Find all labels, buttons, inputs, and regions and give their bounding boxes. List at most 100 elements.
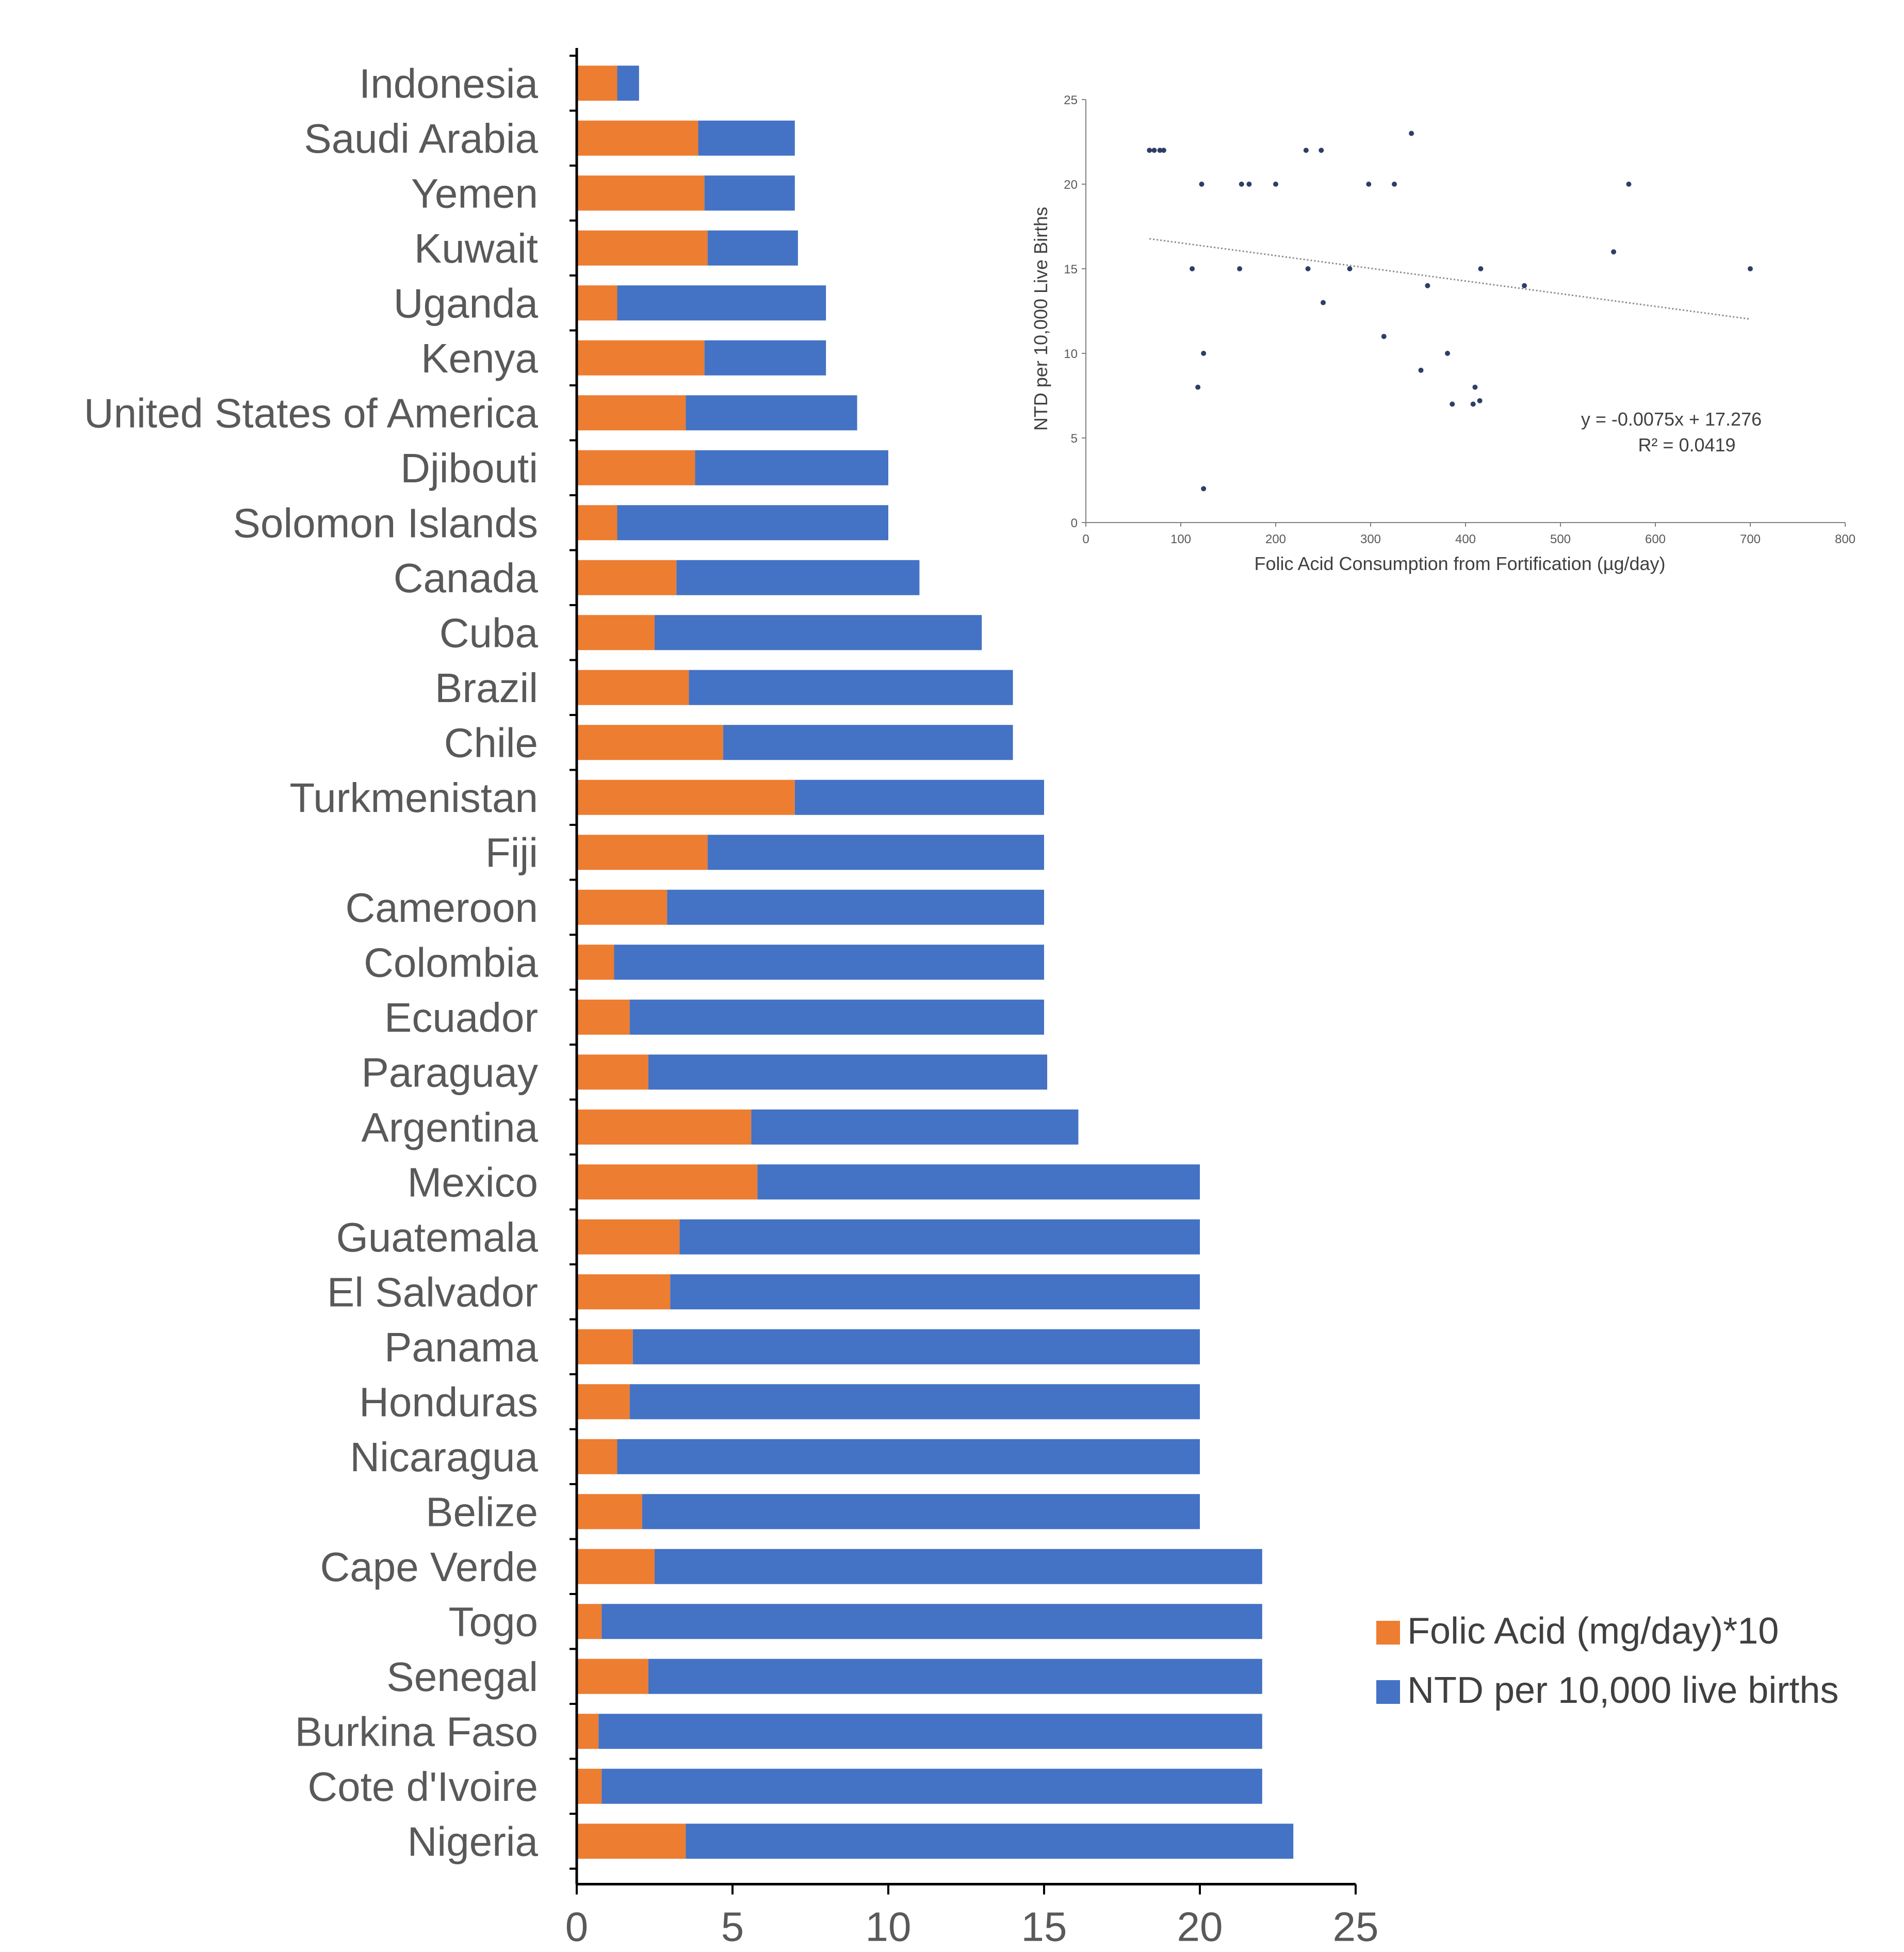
bar-ntd-26 xyxy=(642,1494,1200,1530)
bar-folic-20 xyxy=(577,1164,758,1200)
category-label: Cameroon xyxy=(345,885,538,931)
inset-x-tick-label: 500 xyxy=(1550,532,1571,546)
category-label: Paraguay xyxy=(362,1049,538,1095)
scatter-point xyxy=(1199,182,1205,187)
bar-folic-19 xyxy=(577,1109,752,1145)
inset-x-tick-label: 200 xyxy=(1265,532,1286,546)
bar-ntd-25 xyxy=(617,1439,1200,1474)
scatter-point xyxy=(1305,266,1311,271)
category-label: Solomon Islands xyxy=(233,500,538,546)
scatter-point xyxy=(1425,283,1430,288)
category-label: Fiji xyxy=(485,829,538,875)
category-label: United States of America xyxy=(84,390,539,436)
bar-folic-32 xyxy=(577,1824,686,1859)
legend-label-folic: Folic Acid (mg/day)*10 xyxy=(1407,1611,1779,1652)
bar-folic-0 xyxy=(577,66,617,101)
bar-folic-29 xyxy=(577,1658,648,1694)
legend-swatch-ntd xyxy=(1376,1680,1400,1704)
scatter-point xyxy=(1303,148,1309,153)
category-label: Uganda xyxy=(394,280,539,326)
trend-equation: y = -0.0075x + 17.276 xyxy=(1581,409,1762,430)
bar-ntd-7 xyxy=(695,450,888,485)
bar-folic-28 xyxy=(577,1604,602,1639)
inset-x-tick-label: 700 xyxy=(1740,532,1761,546)
scatter-point xyxy=(1347,266,1353,271)
scatter-point xyxy=(1522,283,1527,288)
category-label: Togo xyxy=(449,1599,538,1645)
bar-ntd-24 xyxy=(629,1384,1200,1420)
bar-folic-2 xyxy=(577,175,705,211)
category-label: Cuba xyxy=(440,610,539,656)
scatter-point xyxy=(1147,148,1152,153)
trendline xyxy=(1149,238,1751,320)
bar-ntd-16 xyxy=(614,945,1044,980)
bar-ntd-27 xyxy=(655,1549,1262,1584)
scatter-point xyxy=(1246,182,1252,187)
inset-y-tick-label: 20 xyxy=(1064,178,1078,192)
scatter-point xyxy=(1477,398,1483,403)
x-tick-label: 0 xyxy=(565,1904,589,1950)
bar-ntd-6 xyxy=(686,395,857,431)
bar-ntd-18 xyxy=(648,1054,1048,1090)
category-label: Brazil xyxy=(435,665,538,711)
scatter-point xyxy=(1195,384,1201,390)
bar-folic-5 xyxy=(577,340,705,376)
x-tick-label: 20 xyxy=(1177,1904,1223,1950)
bar-ntd-9 xyxy=(676,560,920,595)
inset-y-tick-label: 5 xyxy=(1071,432,1078,446)
bar-ntd-20 xyxy=(757,1164,1200,1200)
scatter-point xyxy=(1450,401,1455,407)
inset-y-tick-label: 0 xyxy=(1071,516,1078,530)
category-label: Guatemala xyxy=(336,1214,539,1260)
inset-x-tick-label: 0 xyxy=(1082,532,1089,546)
bar-ntd-22 xyxy=(670,1274,1200,1310)
x-tick-label: 25 xyxy=(1333,1904,1379,1950)
category-label: Mexico xyxy=(408,1159,538,1205)
bar-folic-7 xyxy=(577,450,695,485)
bar-ntd-23 xyxy=(632,1329,1200,1364)
bar-folic-15 xyxy=(577,889,668,925)
category-label: Djibouti xyxy=(400,445,538,491)
category-label: Kuwait xyxy=(414,225,538,271)
bar-folic-6 xyxy=(577,395,686,431)
bar-folic-17 xyxy=(577,999,630,1035)
bar-folic-24 xyxy=(577,1384,630,1420)
category-label: Ecuador xyxy=(384,995,538,1040)
category-label: Senegal xyxy=(386,1654,538,1700)
scatter-point xyxy=(1201,486,1207,492)
bar-folic-18 xyxy=(577,1054,648,1090)
x-tick-label: 10 xyxy=(866,1904,912,1950)
scatter-point xyxy=(1472,384,1478,390)
bar-ntd-2 xyxy=(704,175,795,211)
bar-ntd-1 xyxy=(698,120,795,156)
category-label: Kenya xyxy=(421,335,538,381)
scatter-point xyxy=(1445,351,1451,356)
scatter-point xyxy=(1239,182,1244,187)
bar-ntd-5 xyxy=(704,340,826,376)
category-label: Cape Verde xyxy=(320,1544,538,1590)
inset-y-tick-label: 25 xyxy=(1064,93,1078,107)
inset-y-tick-label: 15 xyxy=(1064,263,1078,276)
bar-ntd-13 xyxy=(794,779,1044,815)
scatter-point xyxy=(1321,300,1326,305)
scatter-point xyxy=(1201,351,1207,356)
scatter-point xyxy=(1626,182,1632,187)
category-label: Nicaragua xyxy=(350,1434,538,1480)
scatter-point xyxy=(1418,367,1424,373)
scatter-point xyxy=(1748,266,1753,271)
bar-folic-12 xyxy=(577,725,723,760)
bar-ntd-30 xyxy=(598,1714,1262,1749)
bar-ntd-11 xyxy=(689,670,1013,705)
bar-folic-1 xyxy=(577,120,698,156)
category-label: Belize xyxy=(426,1489,538,1535)
category-label: Yemen xyxy=(411,170,538,216)
category-label: Chile xyxy=(444,720,538,766)
inset-x-tick-label: 400 xyxy=(1455,532,1476,546)
scatter-point xyxy=(1273,182,1278,187)
bar-ntd-15 xyxy=(667,889,1044,925)
bar-ntd-32 xyxy=(686,1824,1294,1859)
bar-folic-14 xyxy=(577,835,708,870)
inset-x-tick-label: 100 xyxy=(1170,532,1191,546)
legend: Folic Acid (mg/day)*10 NTD per 10,000 li… xyxy=(1376,1611,1838,1711)
bar-folic-26 xyxy=(577,1494,642,1530)
